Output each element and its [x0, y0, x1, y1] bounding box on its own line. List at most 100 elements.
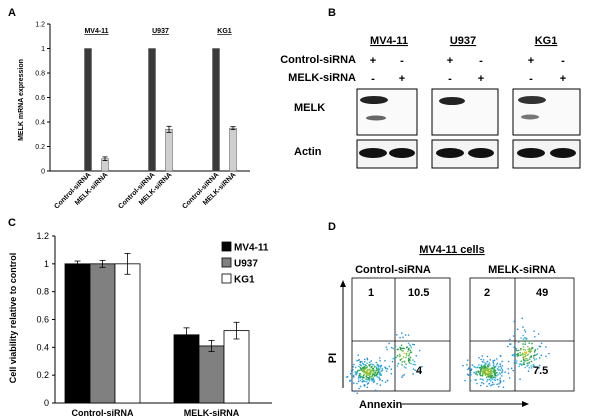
panel-a-bars [84, 48, 237, 172]
flow-dot [545, 355, 547, 358]
panel-d-plot-label-melk: MELK-siRNA [488, 264, 556, 276]
flow-dot [497, 385, 500, 388]
flow-dot [499, 379, 501, 382]
flow-dot [478, 357, 480, 359]
flow-dot [421, 365, 423, 368]
panel-a-y-tick-label: 0.2 [35, 144, 45, 151]
flow-dot [394, 345, 397, 348]
flow-dot [493, 359, 496, 362]
panel-c-x-tick-label: MELK-siRNA [184, 408, 240, 418]
flow-dot [373, 373, 375, 376]
flow-dot [523, 360, 525, 362]
flow-dot [359, 363, 361, 366]
panel-a-bar [229, 127, 237, 172]
flow-dot [499, 373, 502, 375]
flow-dot [386, 368, 389, 370]
flow-dot [529, 351, 531, 354]
flow-dot [496, 383, 498, 386]
flow-dot [388, 342, 390, 345]
flow-dot [398, 355, 401, 358]
flow-dot [372, 377, 375, 379]
panel-a-group-labels: MV4-11 U937 KG1 [84, 28, 231, 35]
flow-dot [522, 338, 525, 340]
panel-c-bar [64, 263, 91, 404]
actin-band-u937-1 [436, 148, 464, 158]
flow-dot [369, 375, 371, 378]
flow-dot [531, 346, 533, 349]
panel-c-bar [223, 330, 250, 404]
flow-dot [521, 352, 524, 355]
flow-dot [363, 371, 365, 374]
flow-dot [524, 355, 527, 358]
flow-dot [492, 363, 495, 365]
flow-dot [376, 376, 379, 378]
flow-dot [489, 367, 491, 370]
panel-a-chart: MELK mRNA expression 0 0.2 0.4 0.6 0.8 1 1.2 M… [18, 22, 250, 211]
melk-band-kg1-lower [521, 114, 539, 120]
flow-dot [509, 343, 511, 346]
flow-dot [522, 346, 525, 348]
flow-dot [388, 365, 391, 368]
flow-dot [356, 382, 358, 385]
panel-c-x-labels: Control-siRNA MELK-siRNA [72, 408, 240, 418]
flow-dot [510, 367, 513, 370]
panel-b-sign-mark: + [447, 55, 453, 67]
melk-blot-kg1 [512, 88, 581, 136]
flow-dot [482, 373, 484, 376]
flow-dot [353, 363, 355, 366]
flow-dot [362, 366, 364, 369]
panel-b-sign-mark: + [560, 73, 566, 85]
flow-dot [380, 374, 383, 376]
panel-b-sign-mark: + [370, 55, 376, 67]
flow-dot [390, 368, 393, 370]
flow-dot [494, 366, 496, 369]
flow-dot [408, 358, 411, 361]
flow-dot [407, 348, 410, 351]
flow-dot [492, 361, 495, 364]
panel-label-a: A [8, 7, 16, 19]
flow-dot [524, 340, 527, 342]
flow-dot [359, 385, 362, 388]
flow-dot [522, 334, 525, 337]
flow-dot [404, 334, 407, 336]
flow-dot [485, 369, 487, 371]
flow-dot [513, 362, 516, 364]
flow-dot [377, 364, 380, 366]
flow-dot [524, 353, 526, 356]
flow-dot [399, 336, 401, 339]
flow-dot [407, 334, 410, 336]
flow-plot-melk-q-lr: 7.5 [533, 365, 548, 377]
flow-dot [358, 387, 360, 390]
flow-dot [370, 360, 372, 362]
flow-dot [351, 373, 353, 375]
flow-dot [366, 386, 369, 389]
panel-b-row-melk-sirna: MELK-siRNA [288, 72, 356, 84]
flow-dot [526, 358, 528, 360]
flow-dot [493, 383, 495, 386]
flow-dot [376, 371, 379, 374]
flow-dot [496, 378, 499, 381]
flow-dot [368, 361, 371, 364]
flow-dot [407, 357, 410, 360]
panel-c-y-tick-label: 0.8 [36, 287, 49, 297]
panel-a-y-tick-label: 1.2 [35, 22, 45, 29]
flow-dot [480, 365, 483, 368]
flow-dot [527, 364, 529, 366]
panel-a-y-tick-label: 0.8 [35, 71, 45, 78]
flow-dot [502, 380, 505, 382]
flow-dot [358, 365, 360, 368]
flow-dot [370, 377, 372, 379]
flow-dot [525, 351, 528, 353]
flow-dot [358, 376, 360, 378]
panel-d-y-axis-label: PI [327, 353, 339, 363]
flow-dot [536, 367, 539, 370]
flow-dot [536, 348, 539, 350]
flow-dot [538, 357, 541, 359]
flow-dot [354, 366, 357, 369]
flow-dot [373, 375, 376, 377]
flow-dot [470, 369, 473, 372]
flow-dot [412, 363, 415, 366]
flow-dot [365, 375, 368, 378]
flow-dot [480, 368, 483, 370]
flow-dot [401, 376, 403, 379]
